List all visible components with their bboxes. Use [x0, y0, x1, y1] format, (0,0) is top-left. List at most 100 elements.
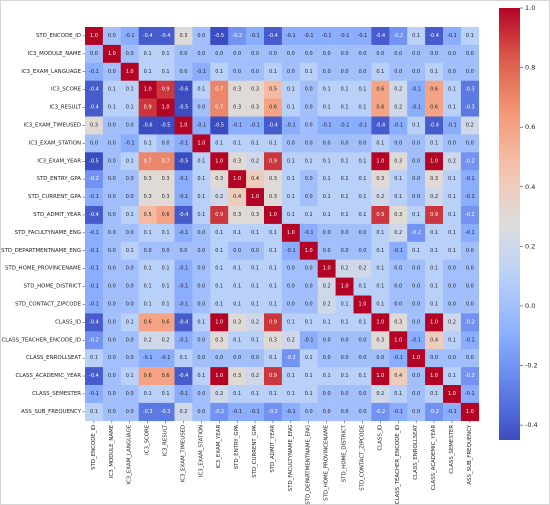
cell-value-label: 0.4	[394, 373, 402, 379]
cell-value-label: 0.1	[448, 248, 456, 254]
heatmap-cell	[407, 402, 426, 422]
heatmap-cell	[102, 116, 122, 135]
heatmap-cell	[443, 80, 462, 99]
heatmap-cell	[120, 367, 139, 386]
cell-value-label: 1.0	[448, 391, 456, 397]
cell-value-label: 0.1	[323, 176, 331, 182]
heatmap-cell	[425, 295, 444, 314]
cell-value-label: 0.1	[197, 176, 205, 182]
cell-value-label: -0.1	[179, 266, 189, 272]
heatmap-cell	[192, 62, 211, 81]
cell-value-label: 0.1	[394, 391, 402, 397]
cell-value-label: 0.0	[412, 176, 420, 182]
heatmap-cell	[246, 241, 265, 260]
cell-value-label: -0.1	[286, 409, 296, 415]
heatmap-cell	[210, 27, 229, 46]
cell-value-label: 0.6	[376, 87, 384, 93]
cell-value-label: 0.0	[90, 51, 98, 57]
cell-value-label: 0.1	[251, 140, 259, 146]
heatmap-cell	[246, 170, 265, 189]
heatmap-cell	[407, 331, 426, 350]
cell-value-label: 0.3	[394, 319, 402, 325]
heatmap-cell	[299, 80, 318, 99]
heatmap-cell	[120, 188, 139, 207]
cell-value-label: -0.3	[143, 409, 153, 415]
colorbar-tick-label: 0.0	[525, 302, 535, 310]
heatmap-cell	[425, 27, 444, 46]
cell-value-label: -0.1	[89, 194, 99, 200]
cell-value-label: 0.0	[108, 194, 116, 200]
heatmap-cell	[138, 277, 157, 296]
cell-value-label: 0.0	[108, 284, 116, 290]
cell-value-label: -0.6	[143, 122, 153, 128]
cell-value-label: 0.1	[287, 87, 295, 93]
heatmap-cell	[85, 170, 104, 189]
heatmap-cell	[156, 259, 175, 278]
heatmap-cell	[317, 80, 336, 99]
heatmap-cell	[425, 349, 444, 368]
heatmap-cell	[192, 98, 211, 117]
cell-value-label: 0.0	[358, 248, 366, 254]
heatmap-cell	[174, 62, 193, 81]
heatmap-cell	[460, 331, 480, 350]
heatmap-cell	[353, 241, 372, 260]
cell-value-label: 0.0	[126, 230, 134, 236]
cell-value-label: 0.1	[358, 212, 366, 218]
heatmap-cell	[174, 313, 193, 332]
cell-value-label: 0.0	[466, 266, 474, 272]
cell-value-label: 0.2	[323, 301, 331, 307]
cell-value-label: 0.9	[162, 87, 170, 93]
cell-value-label: 0.1	[251, 230, 259, 236]
cell-value-label: -0.4	[89, 87, 99, 93]
cell-value-label: 0.0	[448, 266, 456, 272]
cell-value-label: 0.1	[215, 230, 223, 236]
cell-value-label: 0.1	[412, 248, 420, 254]
cell-value-label: 0.9	[430, 212, 438, 218]
cell-value-label: 0.1	[126, 105, 134, 111]
cell-value-label: 0.2	[251, 373, 259, 379]
cell-value-label: 0.0	[323, 409, 331, 415]
cell-value-label: -0.4	[89, 373, 99, 379]
cell-value-label: 0.0	[108, 176, 116, 182]
cell-value-label: 0.0	[126, 266, 134, 272]
heatmap-cell	[210, 62, 229, 81]
cell-value-label: -0.1	[447, 33, 457, 39]
cell-value-label: 0.0	[108, 409, 116, 415]
cell-value-label: -0.1	[465, 391, 475, 397]
heatmap-cell	[443, 188, 462, 207]
heatmap-cell	[407, 116, 426, 135]
heatmap-cell	[299, 241, 318, 260]
cell-value-label: 0.0	[341, 355, 349, 361]
heatmap-cell	[192, 134, 211, 153]
heatmap-cell	[192, 152, 211, 171]
heatmap-cell	[425, 116, 444, 135]
cell-value-label: 0.6	[162, 212, 170, 218]
cell-value-label: 0.3	[162, 194, 170, 200]
cell-value-label: 0.1	[126, 87, 134, 93]
cell-value-label: 0.3	[394, 158, 402, 164]
cell-value-label: 0.0	[466, 140, 474, 146]
cell-value-label: 0.1	[341, 176, 349, 182]
heatmap-cell	[371, 44, 390, 64]
heatmap-cell	[192, 259, 211, 278]
heatmap-cell	[246, 98, 265, 117]
cell-value-label: -0.1	[179, 140, 189, 146]
heatmap-cell	[281, 295, 301, 314]
cell-value-label: 0.0	[233, 355, 241, 361]
cell-value-label: 0.1	[358, 105, 366, 111]
heatmap-cell	[317, 402, 336, 422]
cell-value-label: 0.0	[108, 140, 116, 146]
cell-value-label: 0.7	[215, 87, 223, 93]
heatmap-cell	[371, 116, 390, 135]
cell-value-label: 0.1	[144, 51, 152, 57]
cell-value-label: -0.1	[358, 122, 368, 128]
heatmap-cell	[335, 152, 354, 171]
heatmap-cell	[210, 385, 229, 404]
heatmap-cell	[246, 402, 265, 422]
cell-value-label: 1.0	[108, 51, 116, 57]
heatmap-cell	[353, 206, 372, 225]
heatmap-cell	[335, 134, 354, 153]
cell-value-label: -0.4	[268, 33, 278, 39]
cell-value-label: 0.5	[144, 212, 152, 218]
cell-value-label: 0.1	[323, 87, 331, 93]
